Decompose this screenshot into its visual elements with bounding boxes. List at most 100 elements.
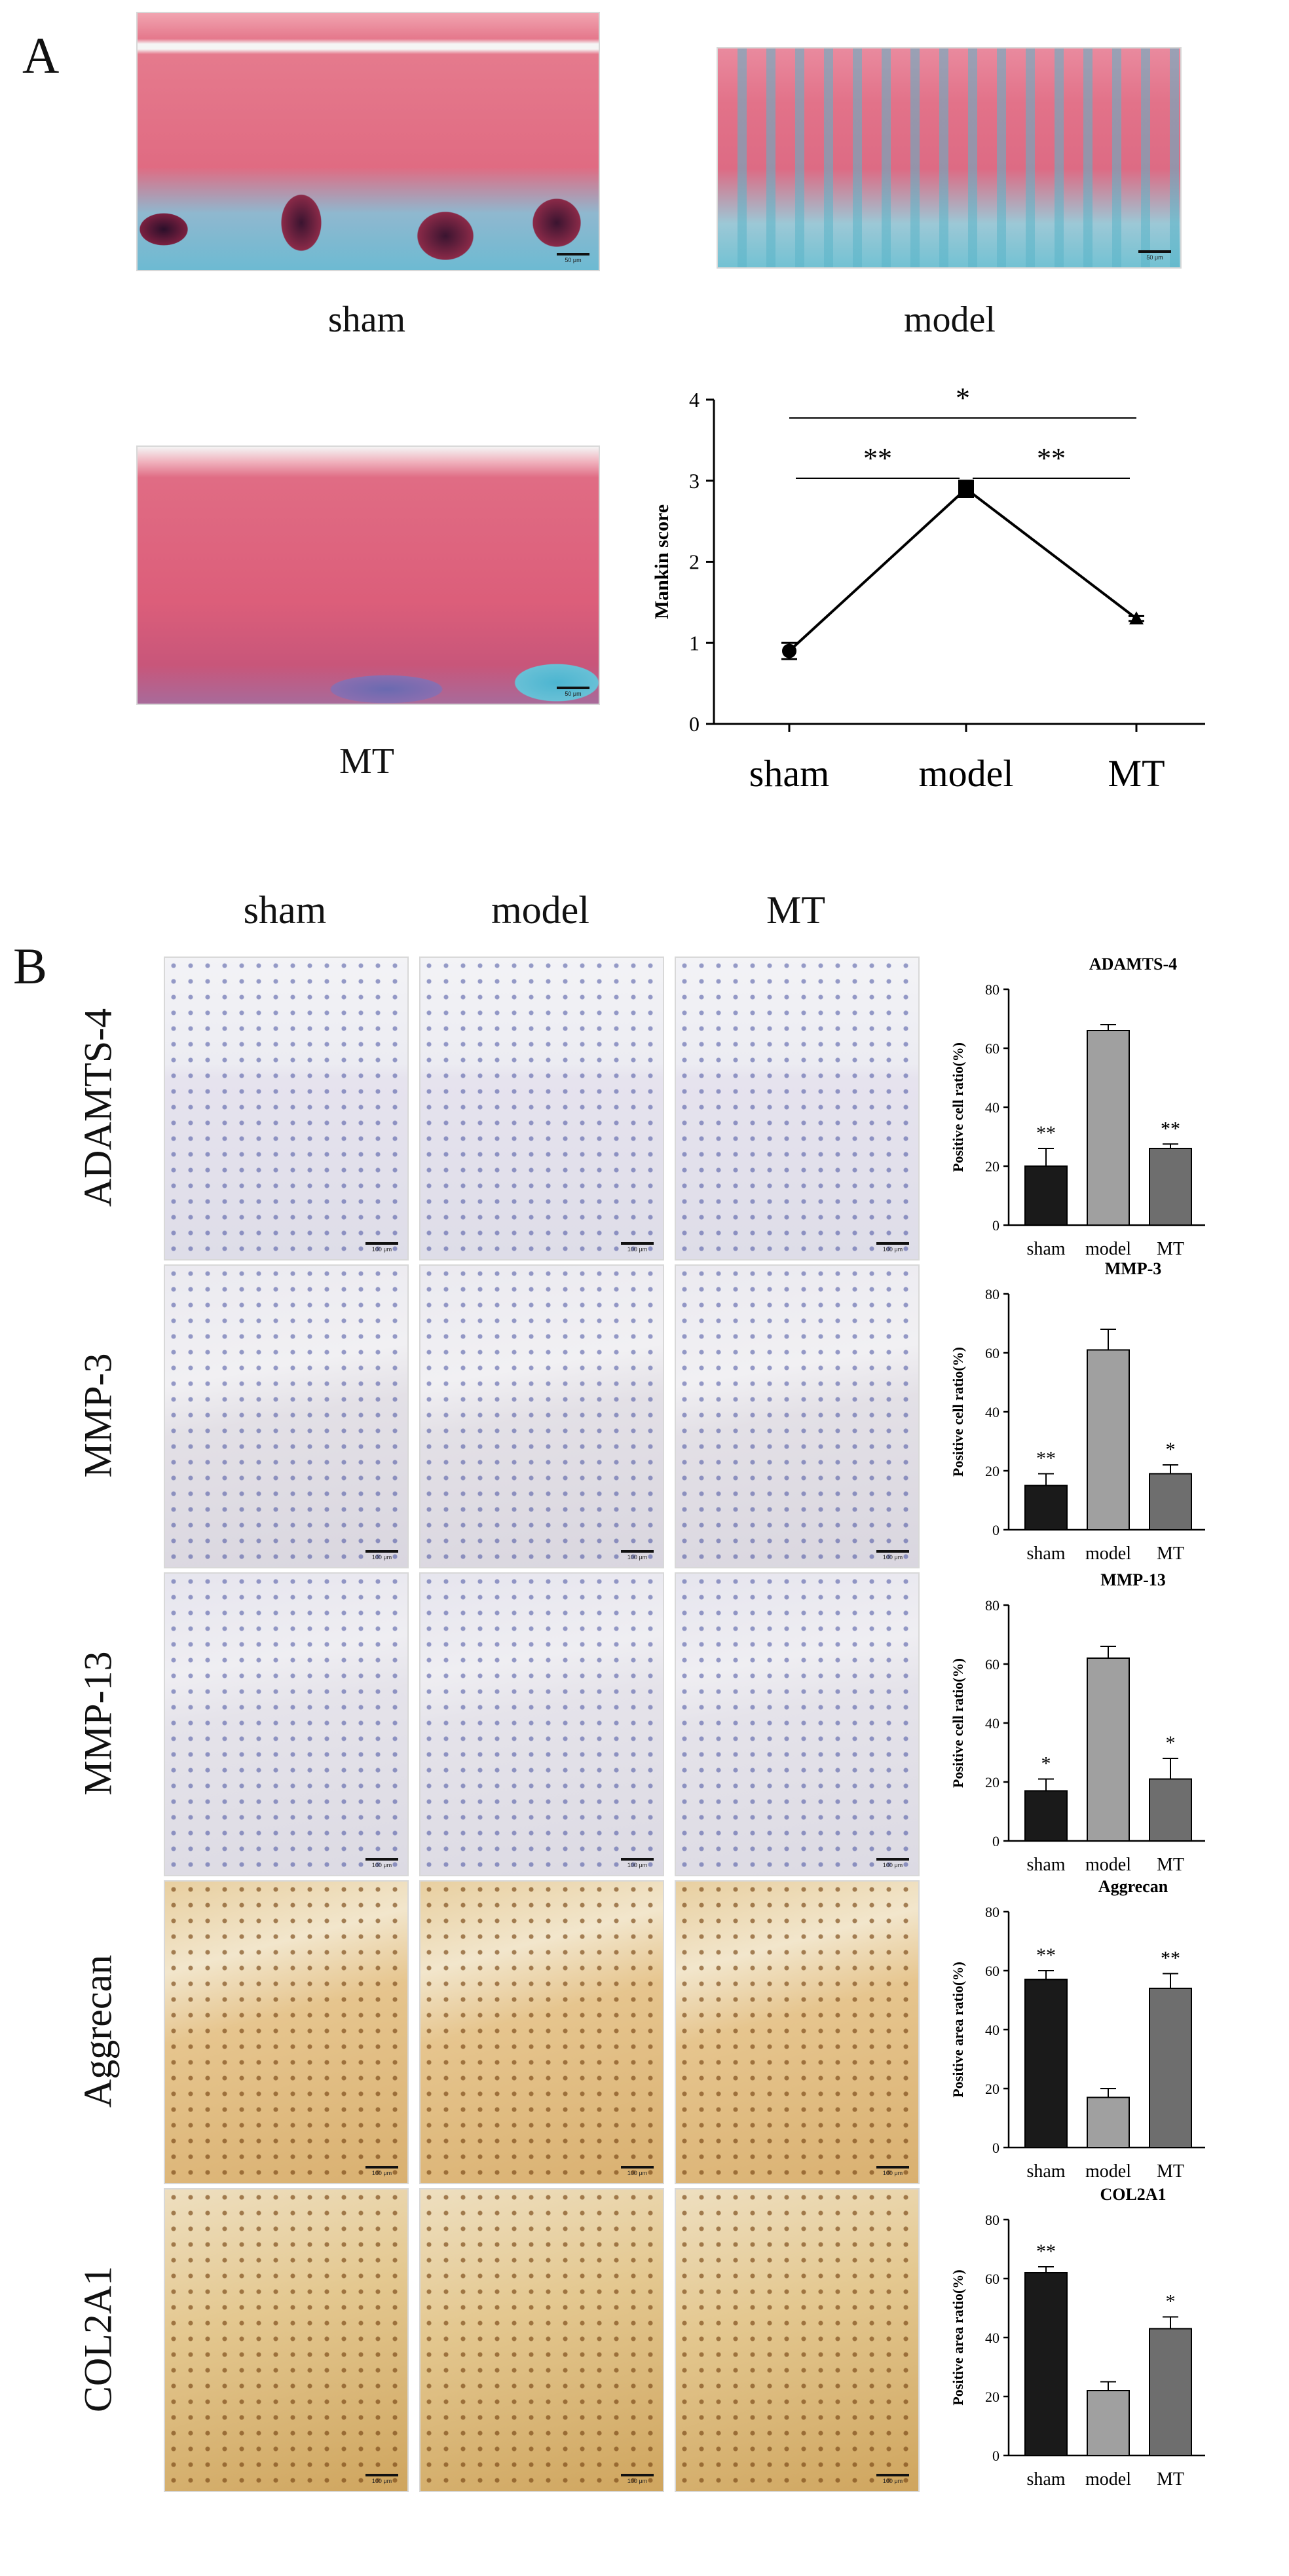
x-tick-label: sham [1026,1239,1065,1259]
y-tick-label: 20 [985,1158,999,1175]
panel-b-letter: B [13,938,48,994]
ihc-image-col2a1-model: 100 μm [419,2188,664,2492]
y-tick-label: 60 [985,1040,999,1057]
significance-label: ** [1036,1122,1056,1144]
bar-chart-adamts-4: ADAMTS-4 0 20 40 60 80 Positive cell ratio(%) *… [950,955,1205,1259]
scale-bar: 100 μm [876,2166,909,2176]
scale-bar: 100 μm [365,1242,398,1253]
chart-title: Aggrecan [1098,1877,1168,1896]
significance-label: * [1041,1753,1051,1775]
y-tick-label: 80 [985,2212,999,2228]
caption-mt: MT [339,741,394,782]
scale-bar: 100 μm [621,2474,654,2484]
panel-a-letter: A [22,27,60,84]
bar-mt [1149,1778,1192,1842]
x-tick-label: MT [1157,2469,1184,2490]
x-tick-label: sham [1026,1855,1065,1875]
row-label-aggrecan: Aggrecan [76,1954,120,2108]
scale-bar: 100 μm [876,2474,909,2484]
y-tick-label: 60 [985,1963,999,1979]
y-tick-label: 20 [985,1774,999,1790]
x-tick-label: model [1085,2161,1131,2182]
caption-sham: sham [327,299,406,340]
y-tick-label: 40 [985,1099,999,1116]
scale-bar: 100 μm [621,1242,654,1253]
chart-title: MMP-3 [1105,1259,1162,1278]
bar-sham [1024,1979,1068,2148]
ihc-image-col2a1-sham: 100 μm [164,2188,409,2492]
bar-mt [1149,1473,1192,1530]
bar-sham [1024,1485,1068,1530]
bar-chart-aggrecan: Aggrecan 0 20 40 60 80 Positive area ratio(%) *… [950,1877,1205,2182]
significance-label: ** [1161,1948,1180,1969]
y-axis-label: Positive area ratio(%) [950,2269,966,2405]
bar-chart-mmp-13: MMP-13 0 20 40 60 80 Positive cell ratio(%) * sh… [950,1570,1205,1875]
significance-label: * [956,382,970,414]
x-tick-label: MT [1157,2161,1184,2182]
ihc-image-mmp-13-model: 100 μm [419,1572,664,1876]
series-line [788,487,1138,653]
bar-model [1087,1349,1130,1530]
y-tick-label: 20 [985,1463,999,1479]
significance-label: ** [1036,1944,1056,1966]
bar-chart-col2a1: COL2A1 0 20 40 60 80 Positive area ratio(%) ** s… [950,2185,1205,2490]
y-tick-label: 4 [689,388,700,411]
y-axis-label: Mankin score [651,504,673,619]
scale-bar: 100 μm [621,1550,654,1561]
significance-label: * [1166,1439,1176,1460]
significance-label: * [1166,1732,1176,1754]
ihc-image-mmp-3-mt: 100 μm [675,1264,920,1568]
bar-mt [1149,2328,1192,2456]
histology-image-model: 50 μm [717,47,1182,269]
significance-label: * [1166,2291,1176,2313]
x-tick-label: sham [1026,2161,1065,2182]
bar-mt [1149,1148,1192,1226]
row-label-mmp-3: MMP-3 [76,1353,120,1478]
scale-bar: 100 μm [365,2474,398,2484]
histology-image-sham: 50 μm [136,12,600,271]
y-axis-label: Positive cell ratio(%) [950,1042,966,1172]
scale-bar: 100 μm [621,1858,654,1868]
y-tick-label: 40 [985,1404,999,1420]
ihc-image-adamts-4-sham: 100 μm [164,957,409,1260]
y-axis-label: Positive area ratio(%) [950,1961,966,2097]
x-tick-label: sham [1026,2469,1065,2490]
scale-bar: 100 μm [365,2166,398,2176]
bar-model [1087,1030,1130,1226]
y-tick-label: 80 [985,1597,999,1614]
y-tick-label: 0 [992,2448,999,2464]
y-tick-label: 60 [985,1656,999,1673]
scale-bar: 100 μm [876,1858,909,1868]
y-tick-label: 40 [985,1715,999,1732]
bar-sham [1024,1165,1068,1226]
y-tick-label: 60 [985,2271,999,2287]
x-tick-label: MT [1157,1239,1184,1259]
ihc-image-mmp-3-sham: 100 μm [164,1264,409,1568]
data-point [1129,611,1144,625]
y-tick-label: 3 [689,469,700,493]
significance-label: ** [1036,1448,1056,1469]
scale-bar: 50 μm [557,687,589,697]
y-tick-label: 0 [992,2140,999,2156]
y-tick-label: 0 [992,1833,999,1849]
y-tick-label: 1 [689,631,700,654]
ihc-image-col2a1-mt: 100 μm [675,2188,920,2492]
y-axis-label: Positive cell ratio(%) [950,1347,966,1477]
significance-label: ** [1161,1118,1180,1139]
bar-model [1087,2096,1130,2148]
ihc-image-adamts-4-model: 100 μm [419,957,664,1260]
row-label-col2a1: COL2A1 [76,2265,120,2413]
y-tick-label: 20 [985,2081,999,2097]
y-tick-label: 80 [985,1904,999,1920]
x-tick-label: MT [1157,1855,1184,1875]
histology-image-mt: 50 μm [136,445,600,705]
scale-bar: 100 μm [876,1242,909,1253]
scale-bar: 100 μm [365,1858,398,1868]
chart-title: MMP-13 [1100,1570,1166,1589]
data-point [782,643,796,658]
x-tick-label: sham [1026,1544,1065,1564]
scale-bar: 100 μm [365,1550,398,1561]
ihc-image-aggrecan-mt: 100 μm [675,1880,920,2184]
x-tick-label: MT [1108,752,1165,795]
